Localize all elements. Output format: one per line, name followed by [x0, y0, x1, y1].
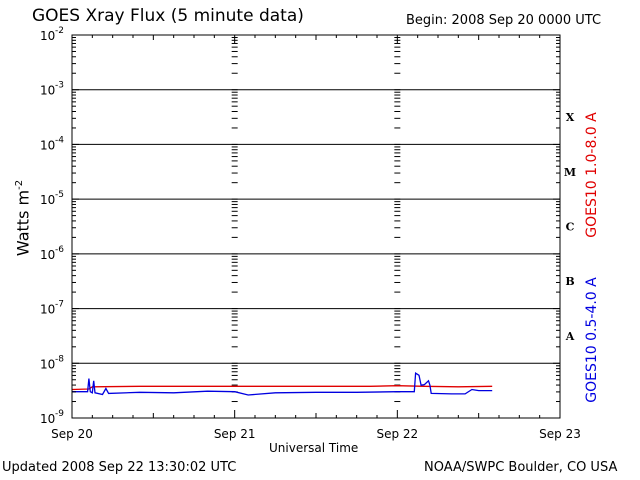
y-tick-label-exponent: -7: [55, 300, 64, 310]
y-tick-label-exponent: -8: [55, 354, 64, 364]
grid-lines: [72, 37, 560, 419]
credit-text: NOAA/SWPC Boulder, CO USA: [424, 460, 618, 475]
series-line-0: [71, 385, 493, 391]
y-tick-label-exponent: -9: [55, 409, 64, 419]
y-tick-label-exponent: -4: [55, 135, 64, 145]
y-tick-label-exponent: -5: [55, 190, 64, 200]
x-axis-title: Universal Time: [269, 441, 359, 455]
x-tick-label: Sep 20: [51, 427, 93, 441]
series-line-1: [72, 371, 493, 396]
x-tick-label: Sep 22: [376, 427, 418, 441]
y-axis-title-superscript: -2: [14, 179, 26, 190]
legend-short-channel: GOES10 0.5-4.0 A: [584, 277, 600, 403]
y-tick-label-base: 10: [40, 138, 55, 152]
y-tick-label-base: 10: [40, 248, 55, 262]
plot-border: [71, 34, 561, 419]
y-axis-title: Watts m-2: [14, 180, 33, 256]
flare-class-label: M: [564, 166, 576, 179]
plot-frame: [71, 34, 561, 419]
flare-class-label: X: [566, 111, 575, 124]
y-tick-label-base: 10: [40, 412, 55, 426]
y-tick-label-base: 10: [40, 193, 55, 207]
y-axis-title-text: Watts m: [13, 189, 33, 257]
y-tick-label-exponent: -3: [55, 81, 64, 91]
flare-class-label: A: [565, 330, 575, 343]
y-tick-label-base: 10: [40, 29, 55, 43]
data-series: [71, 371, 493, 396]
x-tick-label: Sep 21: [214, 427, 256, 441]
updated-timestamp: Updated 2008 Sep 22 13:30:02 UTC: [2, 460, 237, 475]
legend-long-channel: GOES10 1.0-8.0 A: [584, 112, 600, 238]
chart-title: GOES Xray Flux (5 minute data): [32, 6, 304, 26]
flare-class-label: C: [566, 221, 575, 234]
x-tick-label: Sep 23: [539, 427, 581, 441]
begin-time: Begin: 2008 Sep 20 0000 UTC: [406, 13, 602, 28]
y-tick-label-base: 10: [40, 357, 55, 371]
axis-ticks: [71, 35, 561, 419]
y-tick-label-exponent: -2: [55, 26, 64, 36]
flare-class-label: B: [565, 275, 574, 288]
y-tick-label-base: 10: [40, 84, 55, 98]
y-tick-label-base: 10: [40, 303, 55, 317]
y-tick-label-exponent: -6: [55, 245, 64, 255]
